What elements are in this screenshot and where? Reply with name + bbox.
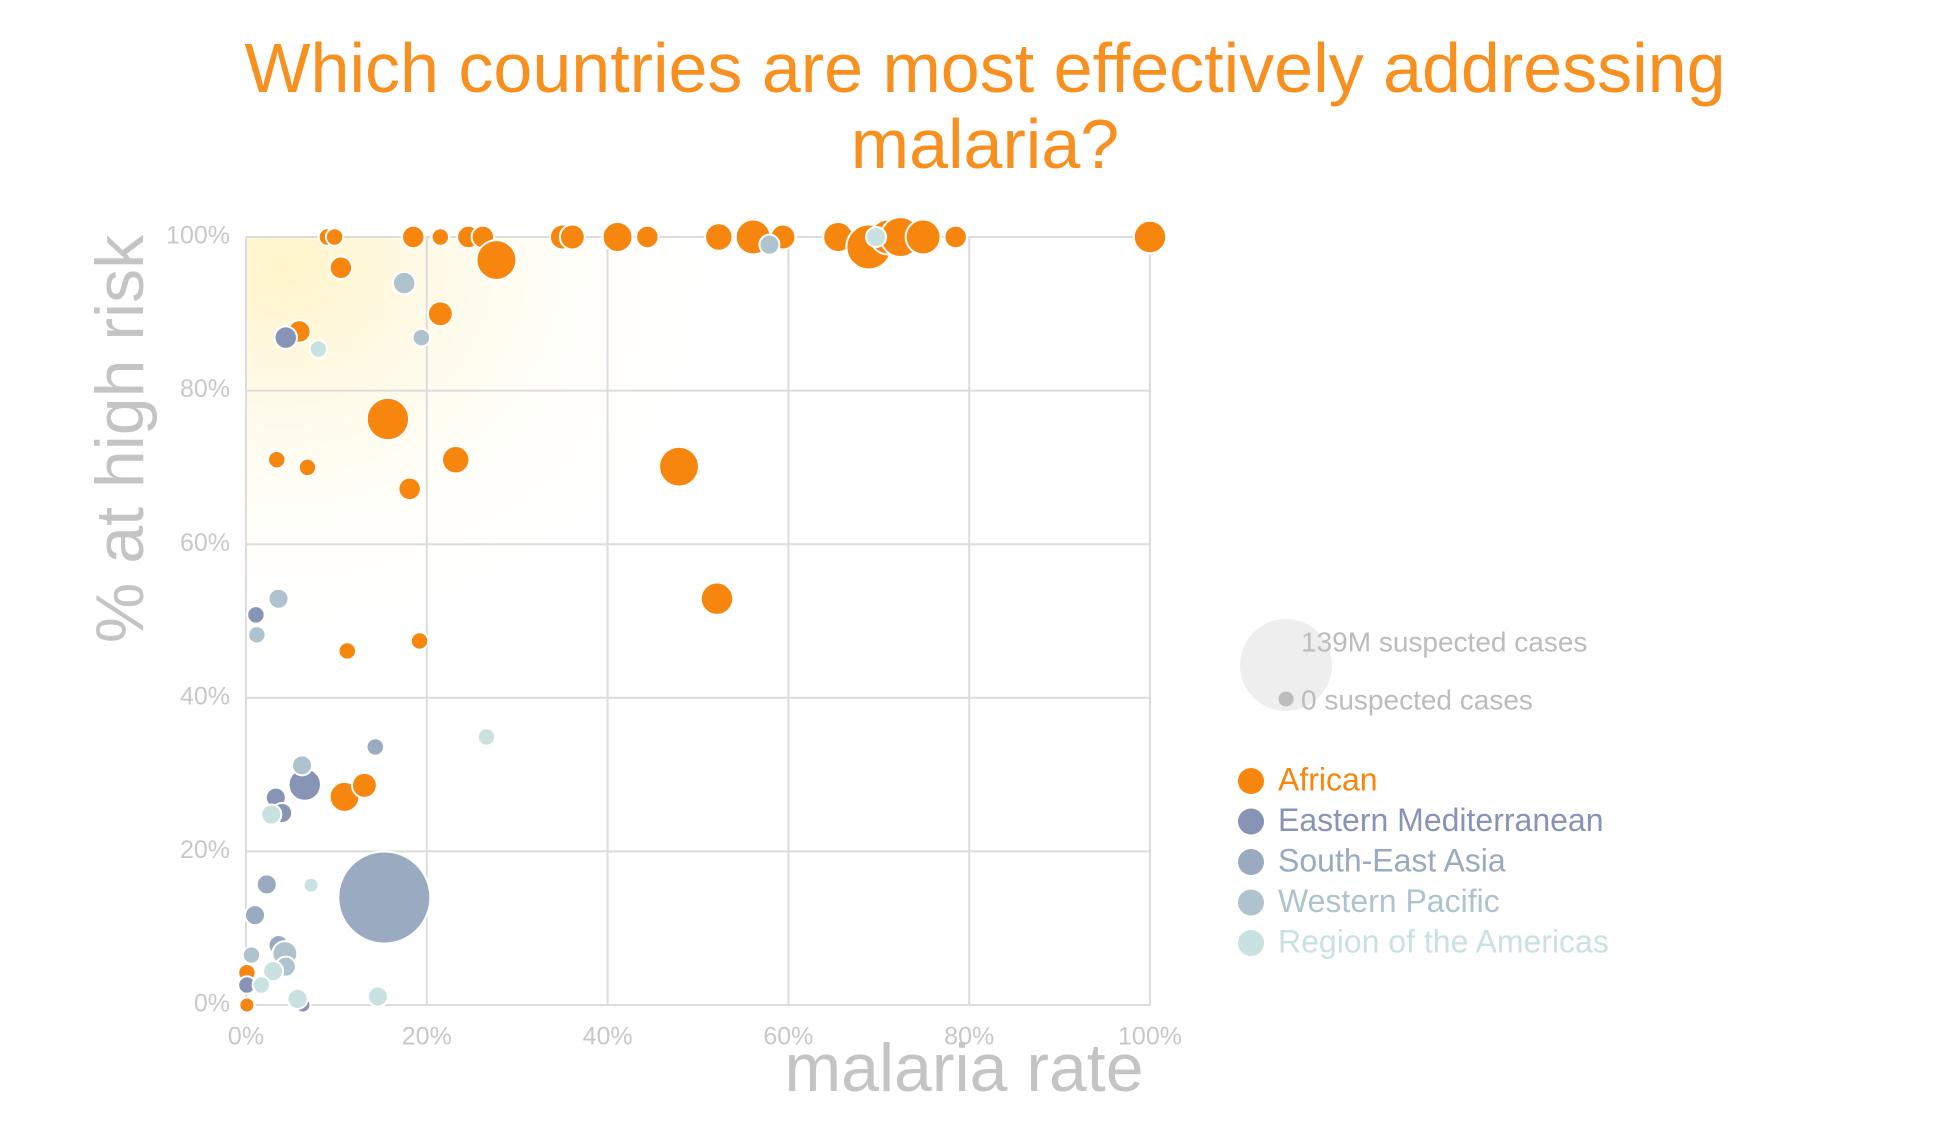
bubble xyxy=(397,476,422,502)
bubble xyxy=(267,449,287,470)
bubble xyxy=(426,300,454,328)
legend-swatch xyxy=(1238,849,1264,875)
size-legend-circle xyxy=(1278,691,1294,707)
bubble xyxy=(704,222,734,252)
bubble xyxy=(601,221,634,253)
bubble xyxy=(1132,219,1168,255)
legend-label: South-East Asia xyxy=(1278,842,1506,878)
bubble xyxy=(244,904,267,927)
bubble xyxy=(308,339,329,359)
bubble xyxy=(401,224,426,250)
y-tick-label: 60% xyxy=(180,529,230,557)
x-tick-label: 40% xyxy=(583,1023,633,1051)
legend-label: Eastern Mediterranean xyxy=(1278,802,1604,838)
bubble xyxy=(241,945,262,965)
bubble xyxy=(411,327,432,348)
bubble xyxy=(291,754,314,777)
y-tick-label: 20% xyxy=(180,836,230,864)
bubble xyxy=(366,985,390,1008)
bubble xyxy=(365,737,385,757)
x-tick-label: 80% xyxy=(944,1023,994,1051)
bubble xyxy=(635,224,660,250)
bubble xyxy=(337,850,432,945)
size-legend-label: 139M suspected cases xyxy=(1301,626,1587,657)
y-tick-label: 100% xyxy=(166,222,230,250)
bubble xyxy=(238,996,256,1014)
legend-swatch xyxy=(1238,768,1264,794)
chart-title: Which countries are most effectively add… xyxy=(244,29,1726,183)
bubble xyxy=(365,396,411,442)
x-tick-label: 0% xyxy=(228,1023,264,1051)
bubble xyxy=(758,233,781,256)
bubble xyxy=(391,270,417,296)
size-legend-circle xyxy=(1240,619,1332,711)
bubble xyxy=(246,605,266,625)
bubble xyxy=(328,255,354,280)
bubble xyxy=(430,227,451,247)
y-axis-title: % at high risk xyxy=(82,234,158,643)
bubble xyxy=(247,625,267,645)
bubble xyxy=(273,325,298,350)
legend-swatch xyxy=(1238,930,1264,956)
x-axis-title: malaria rate xyxy=(784,1030,1143,1106)
bubble xyxy=(297,457,318,478)
bubble xyxy=(558,223,586,251)
legend-label: Region of the Americas xyxy=(1278,923,1609,959)
bubble xyxy=(324,227,345,247)
bubble xyxy=(475,239,518,281)
y-tick-label: 0% xyxy=(194,990,230,1018)
bubble xyxy=(476,727,497,747)
size-legend-label: 0 suspected cases xyxy=(1301,684,1533,715)
bubble xyxy=(260,803,283,826)
bubble xyxy=(286,987,309,1010)
bubble xyxy=(267,587,290,610)
legend-swatch xyxy=(1238,808,1264,835)
bubble xyxy=(904,218,942,256)
bubble xyxy=(262,960,285,983)
legend-label: African xyxy=(1278,761,1378,797)
bubble xyxy=(865,225,888,249)
legend-swatch xyxy=(1238,889,1264,916)
bubble xyxy=(441,445,471,475)
bubble xyxy=(658,445,700,488)
y-tick-label: 80% xyxy=(180,375,230,403)
x-tick-label: 100% xyxy=(1118,1023,1182,1051)
bubble xyxy=(943,224,968,250)
bubble xyxy=(699,581,735,616)
legend-label: Western Pacific xyxy=(1278,883,1500,919)
x-tick-label: 20% xyxy=(402,1023,452,1051)
bubble xyxy=(337,641,357,661)
bubble xyxy=(409,631,430,651)
bubble xyxy=(350,771,378,799)
bubble xyxy=(255,873,278,896)
bubble xyxy=(251,975,272,995)
x-tick-label: 60% xyxy=(763,1023,813,1051)
bubble xyxy=(302,876,320,894)
y-tick-label: 40% xyxy=(180,682,230,710)
